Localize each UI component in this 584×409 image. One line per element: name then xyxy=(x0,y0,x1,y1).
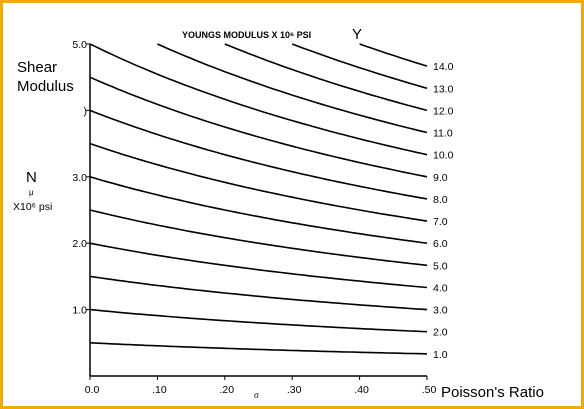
series-line-7-0 xyxy=(89,142,428,222)
y-axis-unit: X10⁶ psi xyxy=(13,201,52,213)
x-tick-label: .50 xyxy=(422,384,437,396)
series-label-1-0: 1.0 xyxy=(433,349,448,361)
ticks-group: 0.0 .10 .20 .30 .40 .50 1.0 2.0 3.0) 5.0 xyxy=(72,39,436,396)
series-line-10-0 xyxy=(89,43,428,156)
series-line-2-0 xyxy=(89,308,428,333)
title-symbol: Y xyxy=(352,26,362,43)
series-label-7-0: 7.0 xyxy=(433,216,448,228)
series-label-5-0: 5.0 xyxy=(433,260,448,272)
chart-title: YOUNGS MODULUS X 10⁶ PSI xyxy=(182,30,311,40)
x-tick-label: .20 xyxy=(219,384,234,396)
y-axis-label-line2: Modulus xyxy=(17,78,74,95)
series-line-8-0 xyxy=(89,109,428,200)
y-axis-label-line1: Shear xyxy=(17,59,57,76)
series-line-6-0 xyxy=(89,176,428,244)
series-line-14-0 xyxy=(359,43,428,67)
axes xyxy=(89,44,427,377)
x-axis-symbol: σ xyxy=(254,391,259,400)
series-label-11-0: 11.0 xyxy=(433,128,453,140)
series-label-14-0: 14.0 xyxy=(433,61,454,73)
y-tick-label: 5.0 xyxy=(72,39,87,51)
x-tick-label: 0.0 xyxy=(85,384,100,396)
series-label-8-0: 8.0 xyxy=(433,194,448,206)
series-line-5-0 xyxy=(89,209,428,267)
series-label-6-0: 6.0 xyxy=(433,238,448,250)
series-line-4-0 xyxy=(89,242,428,289)
series-line-11-0 xyxy=(157,43,428,134)
y-tick-label: ) xyxy=(84,105,88,117)
y-axis-symbol: N xyxy=(26,169,37,186)
y-tick-label: 3.0 xyxy=(72,172,87,184)
series-label-3-0: 3.0 xyxy=(433,305,448,317)
series-label-10-0: 10.0 xyxy=(433,150,454,162)
series-line-1-0 xyxy=(89,342,428,355)
x-tick-label: .40 xyxy=(354,384,369,396)
x-tick-label: .10 xyxy=(152,384,167,396)
y-tick-label: 1.0 xyxy=(72,305,87,317)
y-axis-mu: μ xyxy=(29,188,34,197)
series-label-12-0: 12.0 xyxy=(433,105,454,117)
series-line-13-0 xyxy=(291,43,428,90)
series-label-2-0: 2.0 xyxy=(433,327,448,339)
curves-group xyxy=(89,43,428,355)
series-line-9-0 xyxy=(89,76,428,178)
series-line-12-0 xyxy=(224,43,428,112)
y-tick-label: 2.0 xyxy=(72,238,87,250)
series-label-4-0: 4.0 xyxy=(433,282,448,294)
x-axis-label: Poisson's Ratio xyxy=(441,384,544,401)
curve-labels-group: 1.0 2.0 3.0 4.0 5.0 6.0 7.0 8.0 9.0 10.0 11.0 12.0 1… xyxy=(433,61,454,361)
series-label-9-0: 9.0 xyxy=(433,172,448,184)
series-label-13-0: 13.0 xyxy=(433,83,454,95)
series-line-3-0 xyxy=(89,275,428,311)
x-tick-label: .30 xyxy=(287,384,302,396)
